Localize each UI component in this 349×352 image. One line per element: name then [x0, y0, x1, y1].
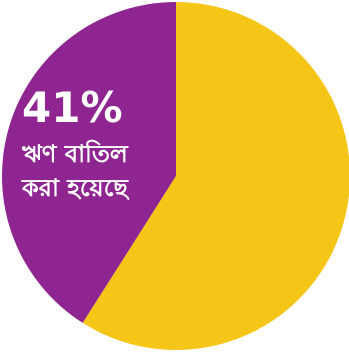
- pie-slice-1: [82, 2, 349, 350]
- pie-slice-0: [2, 2, 177, 323]
- slice-value-label: 41%: [22, 83, 123, 132]
- slice-label-line-1: ঋণ বাতিল: [21, 139, 129, 168]
- slice-label-line-2: করা হয়েছে: [21, 174, 130, 202]
